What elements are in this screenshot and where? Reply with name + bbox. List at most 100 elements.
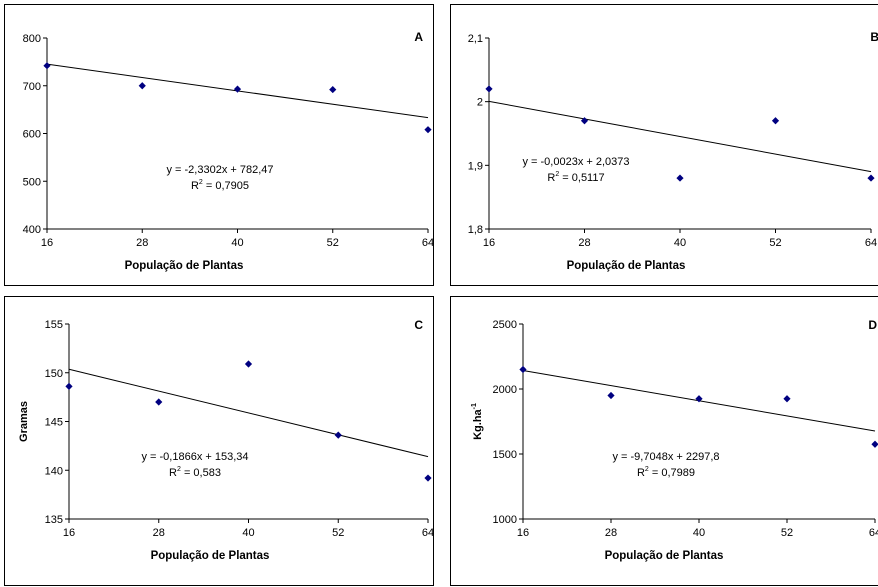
x-tick-label: 52 [781, 527, 793, 539]
x-tick-label: 28 [136, 237, 148, 249]
y-tick-label: 140 [45, 465, 63, 477]
y-tick-label: 150 [45, 368, 63, 380]
r-squared-exponent: 2 [177, 466, 181, 473]
data-point [329, 85, 337, 94]
x-tick-label: 16 [41, 237, 53, 249]
x-tick-label: 16 [517, 527, 529, 539]
x-tick-label: 40 [674, 237, 686, 249]
data-point [771, 117, 780, 125]
scatter-chart-a: 400 500 600 700 800 16 28 40 52 64 População de Pl… [23, 30, 434, 272]
x-tick-label: 28 [578, 237, 590, 249]
y-axis-label-text: Gramas [18, 401, 30, 442]
y-tick-label: 145 [45, 417, 63, 429]
y-axis-label-text: Kg.ha [472, 408, 484, 439]
y-tick-label: 2000 [493, 384, 517, 396]
x-axis-label: População de Plantas [125, 260, 244, 272]
scatter-chart-c: 135 140 145 150 155 16 28 40 52 64 População de Pl… [18, 318, 434, 562]
y-tick-label: 700 [23, 81, 41, 93]
y-tick-label: 500 [23, 176, 41, 188]
y-tick-label: 1,8 [468, 224, 483, 236]
data-point [519, 365, 527, 374]
panel-letter: B [870, 30, 878, 44]
x-tick-label: 64 [865, 237, 877, 249]
y-tick-label: 1,9 [468, 160, 483, 172]
x-tick-label: 64 [422, 527, 434, 539]
data-point [871, 440, 878, 448]
data-point [334, 431, 342, 439]
x-tick-label: 52 [769, 237, 781, 249]
panel-letter: A [414, 30, 423, 44]
data-point [138, 82, 146, 90]
data-point [155, 398, 163, 406]
x-tick-label: 52 [332, 527, 344, 539]
y-tick-label: 1500 [493, 449, 517, 461]
r-squared-value: = 0,7989 [649, 467, 695, 479]
x-tick-label: 28 [153, 527, 165, 539]
chart-panel-d: 1000 1500 2000 2500 16 28 40 52 64 População de P… [450, 296, 878, 586]
data-point [233, 85, 242, 93]
trendline [68, 368, 429, 458]
y-tick-label: 400 [23, 224, 41, 236]
r-squared-value: = 0,583 [181, 467, 221, 479]
x-tick-label: 52 [327, 237, 339, 249]
y-tick-label: 2500 [493, 319, 517, 331]
y-tick-label: 2,1 [468, 33, 483, 45]
x-tick-label: 16 [483, 237, 495, 249]
y-tick-label: 600 [23, 129, 41, 141]
y-axis-label: Gramas [18, 401, 30, 442]
x-tick-label: 28 [605, 527, 617, 539]
x-tick-label: 64 [869, 527, 878, 539]
regression-equation: y = -0,0023x + 2,0373 [522, 156, 629, 168]
r-squared-label: R2 = 0,7905 [191, 179, 249, 192]
y-axis-label: Kg.ha-1 [471, 403, 484, 440]
r-squared-exponent: 2 [199, 179, 203, 186]
data-point [65, 382, 73, 390]
x-axis-label: População de Plantas [567, 260, 686, 272]
y-tick-label: 155 [45, 319, 63, 331]
r-squared-symbol: R [191, 180, 199, 192]
data-point [580, 117, 589, 125]
panel-letter: D [868, 318, 877, 332]
r-squared-label: R2 = 0,5117 [547, 171, 604, 184]
panel-letter: C [414, 318, 423, 332]
data-point [485, 85, 493, 93]
r-squared-value: = 0,7905 [203, 180, 249, 192]
y-tick-label: 800 [23, 33, 41, 45]
x-tick-label: 40 [693, 527, 705, 539]
data-point [424, 126, 432, 134]
data-point [695, 395, 703, 403]
r-squared-exponent: 2 [645, 466, 649, 473]
data-point [244, 360, 253, 368]
regression-equation: y = -2,3302x + 782,47 [166, 164, 273, 176]
data-point [424, 474, 432, 482]
regression-equation: y = -0,1866x + 153,34 [141, 451, 248, 463]
data-point [676, 174, 684, 182]
chart-panel-c: 135 140 145 150 155 16 28 40 52 64 População de Pl… [4, 296, 434, 586]
y-tick-label: 1000 [493, 514, 517, 526]
r-squared-symbol: R [169, 467, 177, 479]
r-squared-value: = 0,5117 [559, 172, 604, 184]
data-point [43, 62, 51, 70]
r-squared-label: R2 = 0,7989 [637, 466, 695, 479]
regression-equation: y = -9,7048x + 2297,8 [612, 451, 719, 463]
scatter-chart-d: 1000 1500 2000 2500 16 28 40 52 64 População de P… [471, 318, 878, 562]
data-point [607, 391, 615, 400]
data-point [867, 174, 875, 182]
scatter-chart-b: 1,8 1,9 2 2,1 16 28 40 52 64 População de Plantas… [468, 30, 878, 272]
x-axis-label: População de Plantas [605, 550, 724, 562]
x-tick-label: 40 [242, 527, 254, 539]
y-tick-label: 2 [477, 97, 483, 109]
x-tick-label: 64 [422, 237, 434, 249]
y-axis-label-superscript: -1 [471, 403, 478, 409]
r-squared-exponent: 2 [555, 171, 559, 178]
chart-panel-b: 1,8 1,9 2 2,1 16 28 40 52 64 População de Plantas… [450, 4, 878, 286]
y-tick-label: 135 [45, 514, 63, 526]
r-squared-label: R2 = 0,583 [169, 466, 221, 479]
trendline [488, 100, 872, 173]
r-squared-symbol: R [637, 467, 645, 479]
chart-panel-a: 400 500 600 700 800 16 28 40 52 64 População de Pl… [4, 4, 434, 286]
r-squared-symbol: R [547, 172, 555, 184]
data-point [783, 395, 791, 403]
x-tick-label: 16 [63, 527, 75, 539]
x-axis-label: População de Plantas [151, 550, 270, 562]
